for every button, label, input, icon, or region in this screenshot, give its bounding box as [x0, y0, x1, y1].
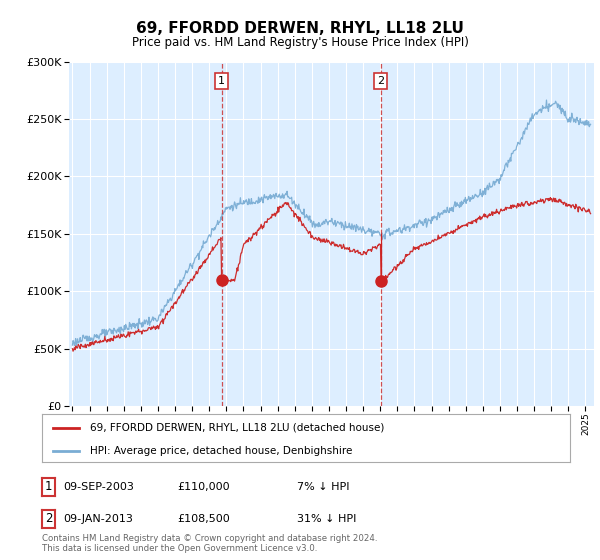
Text: HPI: Average price, detached house, Denbighshire: HPI: Average price, detached house, Denb… [89, 446, 352, 456]
Text: Price paid vs. HM Land Registry's House Price Index (HPI): Price paid vs. HM Land Registry's House … [131, 36, 469, 49]
Text: 1: 1 [218, 76, 225, 86]
Text: 2: 2 [377, 76, 385, 86]
Text: 09-JAN-2013: 09-JAN-2013 [63, 514, 133, 524]
Text: 7% ↓ HPI: 7% ↓ HPI [297, 482, 349, 492]
Text: £108,500: £108,500 [177, 514, 230, 524]
Text: 31% ↓ HPI: 31% ↓ HPI [297, 514, 356, 524]
Text: 09-SEP-2003: 09-SEP-2003 [63, 482, 134, 492]
Bar [221, 62, 381, 406]
Text: 69, FFORDD DERWEN, RHYL, LL18 2LU (detached house): 69, FFORDD DERWEN, RHYL, LL18 2LU (detac… [89, 423, 384, 433]
Text: 1: 1 [45, 480, 52, 493]
Text: Contains HM Land Registry data © Crown copyright and database right 2024.
This d: Contains HM Land Registry data © Crown c… [42, 534, 377, 553]
Text: £110,000: £110,000 [177, 482, 230, 492]
Text: 69, FFORDD DERWEN, RHYL, LL18 2LU: 69, FFORDD DERWEN, RHYL, LL18 2LU [136, 21, 464, 36]
Text: 2: 2 [45, 512, 52, 525]
